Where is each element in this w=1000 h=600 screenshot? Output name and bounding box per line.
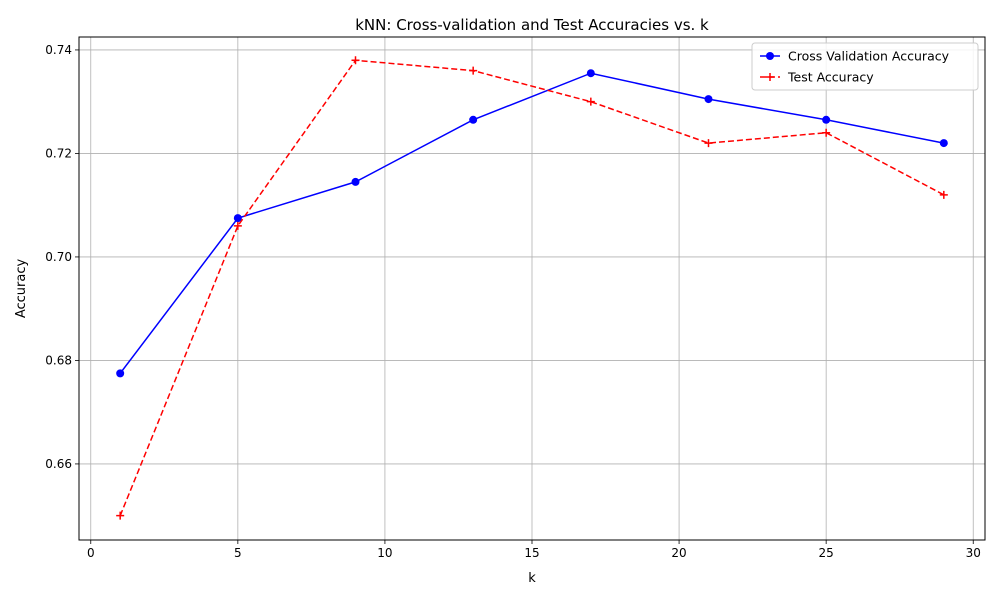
y-tick-label: 0.74 xyxy=(45,43,72,57)
series-line-2 xyxy=(119,59,945,516)
data-point xyxy=(116,511,125,520)
data-point xyxy=(939,139,948,148)
y-tick-label: 0.68 xyxy=(45,353,72,367)
y-tick-label: 0.66 xyxy=(45,457,72,471)
legend-box xyxy=(751,42,979,91)
legend-label: Cross Validation Accuracy xyxy=(788,49,950,64)
legend: Cross Validation Accuracy Test Accuracy xyxy=(751,42,979,91)
x-tick-label: 0 xyxy=(87,546,95,560)
data-point xyxy=(586,69,595,78)
x-tick-label: 10 xyxy=(377,546,392,560)
x-tick-label: 30 xyxy=(966,546,981,560)
data-point xyxy=(822,128,831,137)
data-point xyxy=(351,177,360,186)
legend-label: Test Accuracy xyxy=(787,70,874,85)
x-tick-label: 20 xyxy=(671,546,686,560)
data-point xyxy=(233,214,242,223)
data-point xyxy=(351,56,360,65)
data-point xyxy=(822,115,831,124)
x-axis-label: k xyxy=(528,571,536,586)
data-point xyxy=(233,221,242,230)
x-tick-label: 25 xyxy=(819,546,834,560)
legend-marker xyxy=(766,73,774,81)
data-point xyxy=(469,66,478,75)
series-layer xyxy=(116,56,948,520)
y-tick-label: 0.70 xyxy=(45,250,72,264)
data-point xyxy=(586,97,595,106)
y-axis-label: Accuracy xyxy=(14,259,29,319)
series-line-1 xyxy=(119,72,944,374)
axis-ticks: 0 5 10 15 20 25 30 0.66 0.68 0.70 0.72 0.74 xyxy=(45,43,981,560)
y-tick-label: 0.72 xyxy=(45,146,72,160)
x-tick-label: 5 xyxy=(234,546,242,560)
data-point xyxy=(939,190,948,199)
data-point xyxy=(116,369,125,378)
data-point xyxy=(469,115,478,124)
grid xyxy=(79,37,985,540)
data-point xyxy=(704,139,713,148)
chart-title: kNN: Cross-validation and Test Accuracie… xyxy=(355,16,709,34)
x-tick-label: 15 xyxy=(524,546,539,560)
legend-marker xyxy=(766,52,774,60)
data-point xyxy=(704,95,713,104)
